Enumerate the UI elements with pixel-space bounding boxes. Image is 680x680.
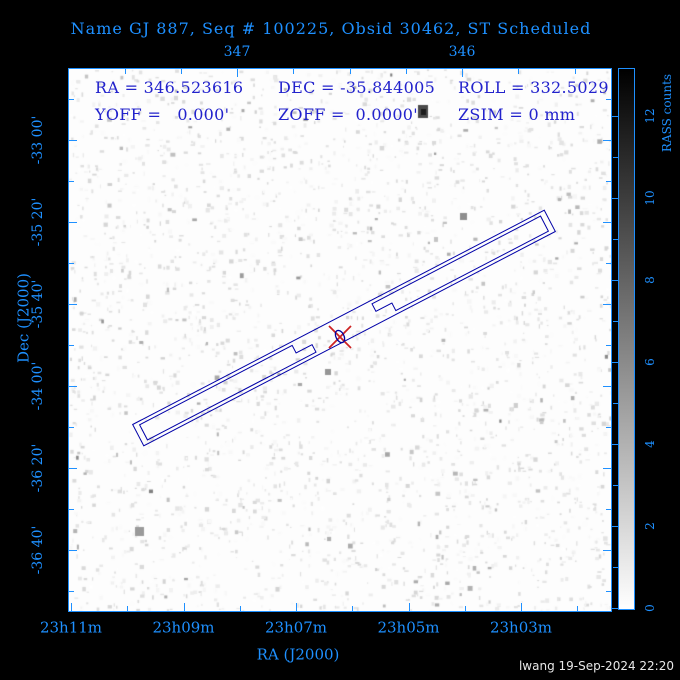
x-bottom-tick-label: 23h11m: [39, 618, 103, 637]
y-right-minor-tick: [606, 591, 611, 592]
colorbar-major-tick: [611, 198, 619, 199]
colorbar-tick-label: 2: [643, 522, 657, 530]
y-left-major-tick: [69, 304, 77, 305]
x-bottom-major-tick: [71, 603, 72, 611]
x-bottom-major-tick: [408, 603, 410, 611]
y-left-minor-tick: [69, 509, 74, 510]
y-right-major-tick: [603, 304, 611, 305]
y-left-tick-label: -36 40': [30, 525, 46, 575]
x-bottom-tick-label: 23h03m: [489, 618, 553, 637]
colorbar-minor-tick: [613, 321, 618, 322]
y-right-major-tick: [603, 550, 611, 551]
x-bottom-major-tick: [521, 603, 522, 611]
x-bottom-minor-tick: [464, 606, 466, 611]
y-left-minor-tick: [69, 263, 74, 264]
fov-overlay: [131, 209, 557, 447]
colorbar-tick-label: 8: [643, 276, 657, 284]
y-right-minor-tick: [606, 263, 611, 264]
y-left-tick-label: -35 20': [30, 197, 46, 247]
y-left-minor-tick: [69, 181, 74, 182]
colorbar-tick-label: 4: [643, 440, 657, 448]
x-top-minor-tick: [405, 69, 407, 74]
x-top-minor-tick: [180, 69, 182, 74]
fov-outline: [131, 209, 557, 447]
x-axis-title: RA (J2000): [256, 645, 340, 664]
y-left-tick-label: -34 00': [30, 361, 46, 411]
colorbar-tick-label: 0: [643, 604, 657, 612]
y-left-minor-tick: [69, 591, 74, 592]
x-bottom-minor-tick: [352, 606, 354, 611]
target-ellipse-marker: [334, 329, 346, 344]
colorbar-minor-tick: [613, 239, 618, 240]
y-left-major-tick: [69, 550, 77, 551]
colorbar-major-tick: [611, 526, 619, 527]
x-bottom-minor-tick: [577, 606, 579, 611]
colorbar-minor-tick: [613, 485, 618, 486]
x-bottom-minor-tick: [127, 606, 129, 611]
info-ra: RA = 346.523616: [95, 78, 244, 97]
colorbar-tick-label: 12: [643, 108, 657, 124]
x-top-tick-label: 346: [448, 44, 476, 60]
y-right-minor-tick: [606, 99, 611, 100]
colorbar-minor-tick: [613, 567, 618, 568]
y-right-major-tick: [603, 468, 611, 469]
y-left-tick-label: -35 40': [30, 279, 46, 329]
x-top-minor-tick: [349, 69, 351, 74]
x-bottom-minor-tick: [239, 606, 241, 611]
y-right-minor-tick: [606, 509, 611, 510]
colorbar-major-tick: [611, 444, 619, 445]
y-left-tick-label: -36 20': [30, 443, 46, 493]
colorbar: [618, 68, 635, 610]
x-bottom-major-tick: [296, 603, 297, 611]
colorbar-tick-label: 6: [643, 358, 657, 366]
y-right-minor-tick: [606, 345, 611, 346]
timestamp: lwang 19-Sep-2024 22:20: [518, 659, 674, 673]
colorbar-title: RASS counts: [660, 73, 674, 153]
y-left-major-tick: [69, 140, 77, 141]
info-zsim: ZSIM = 0 mm: [458, 105, 576, 124]
colorbar-major-tick: [611, 116, 619, 117]
y-right-major-tick: [603, 222, 611, 223]
x-bottom-tick-label: 23h07m: [264, 618, 328, 637]
colorbar-major-tick: [611, 608, 619, 609]
fov-left-strip: [138, 343, 317, 441]
colorbar-minor-tick: [613, 157, 618, 158]
target-x-marker: [328, 325, 352, 349]
fov-right-strip: [371, 215, 550, 313]
y-left-minor-tick: [69, 345, 74, 346]
x-bottom-tick-label: 23h09m: [152, 618, 215, 637]
y-right-minor-tick: [606, 427, 611, 428]
x-top-major-tick: [237, 69, 238, 77]
info-yoff: YOFF = 0.000': [95, 105, 230, 124]
y-left-major-tick: [69, 468, 77, 469]
y-left-major-tick: [69, 222, 77, 223]
x-top-minor-tick: [124, 69, 126, 74]
y-left-tick-label: -33 00': [30, 115, 46, 165]
y-left-minor-tick: [69, 99, 74, 100]
plot-area: RA = 346.523616 DEC = -35.844005 ROLL = …: [68, 68, 612, 612]
x-top-major-tick: [462, 69, 463, 77]
x-top-minor-tick: [518, 69, 520, 74]
info-dec: DEC = -35.844005: [278, 78, 436, 97]
fov-outer-rect: [131, 209, 557, 447]
x-top-minor-tick: [293, 69, 295, 74]
y-right-major-tick: [603, 140, 611, 141]
y-right-major-tick: [603, 386, 611, 387]
colorbar-tick-label: 10: [643, 190, 657, 206]
x-bottom-tick-label: 23h05m: [377, 618, 440, 637]
y-left-major-tick: [69, 386, 77, 387]
x-bottom-major-tick: [183, 603, 185, 611]
colorbar-minor-tick: [613, 403, 618, 404]
colorbar-major-tick: [611, 362, 619, 363]
x-top-minor-tick: [574, 69, 576, 74]
plot-title: Name GJ 887, Seq # 100225, Obsid 30462, …: [70, 19, 592, 38]
x-top-tick-label: 347: [223, 44, 251, 60]
y-right-minor-tick: [606, 181, 611, 182]
rass-background-image: [69, 69, 611, 611]
y-left-minor-tick: [69, 427, 74, 428]
info-zoff: ZOFF = 0.0000': [278, 105, 418, 124]
info-roll: ROLL = 332.5029: [458, 78, 609, 97]
colorbar-major-tick: [611, 280, 619, 281]
